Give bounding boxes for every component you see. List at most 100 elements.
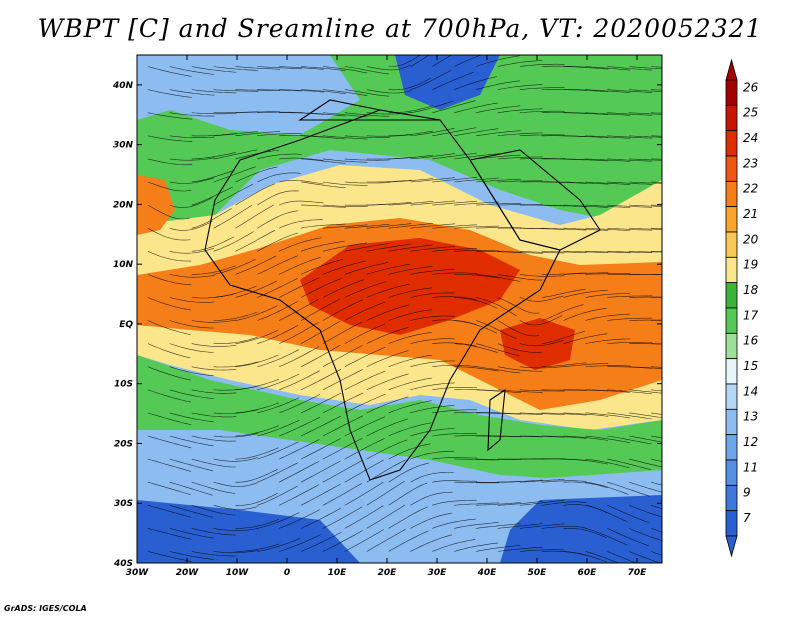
streamline bbox=[410, 223, 456, 229]
streamline bbox=[191, 366, 237, 371]
streamline bbox=[410, 405, 455, 414]
coastline-arabia bbox=[469, 149, 601, 251]
streamline bbox=[607, 181, 653, 185]
wbpt-cold-south-west bbox=[137, 500, 360, 563]
streamline bbox=[476, 545, 521, 552]
streamline bbox=[541, 204, 587, 208]
streamline bbox=[432, 127, 477, 137]
streamline bbox=[410, 100, 454, 113]
streamline bbox=[497, 60, 543, 67]
streamline bbox=[629, 551, 662, 563]
streamline bbox=[235, 183, 275, 206]
streamline bbox=[191, 186, 233, 206]
streamline bbox=[213, 204, 253, 229]
streamline bbox=[322, 392, 364, 414]
streamline bbox=[410, 269, 455, 275]
streamline bbox=[651, 320, 662, 321]
streamline bbox=[300, 278, 342, 298]
streamline bbox=[147, 481, 191, 496]
streamline bbox=[519, 315, 563, 326]
streamline bbox=[344, 243, 389, 252]
streamline bbox=[410, 177, 456, 183]
streamline bbox=[563, 551, 608, 563]
streamline bbox=[366, 350, 409, 367]
streamline bbox=[344, 89, 390, 97]
streamline bbox=[169, 297, 215, 303]
streamline bbox=[629, 505, 662, 518]
streamline bbox=[322, 181, 368, 186]
streamline bbox=[541, 480, 587, 483]
streamline bbox=[191, 458, 236, 468]
streamline bbox=[235, 280, 278, 298]
streamline bbox=[169, 320, 214, 329]
colorbar-segment bbox=[725, 434, 738, 461]
streamline bbox=[344, 481, 384, 506]
streamline bbox=[257, 373, 300, 391]
streamline bbox=[169, 220, 213, 231]
streamline bbox=[300, 344, 341, 367]
streamline bbox=[607, 366, 653, 369]
streamline bbox=[497, 523, 543, 529]
streamline bbox=[301, 223, 346, 229]
streamline bbox=[410, 534, 452, 552]
map-frame bbox=[136, 54, 663, 564]
lat-tick-label: 20S bbox=[114, 439, 133, 449]
streamline bbox=[235, 425, 279, 437]
streamline bbox=[454, 250, 500, 252]
streamline bbox=[322, 506, 363, 529]
streamline bbox=[541, 389, 587, 391]
streamline bbox=[191, 152, 237, 160]
streamline bbox=[410, 292, 455, 298]
streamline bbox=[454, 177, 499, 183]
streamline bbox=[541, 362, 587, 367]
streamline bbox=[213, 89, 259, 92]
streamline bbox=[344, 158, 390, 161]
streamline bbox=[629, 458, 662, 468]
streamline bbox=[497, 501, 543, 506]
streamline bbox=[147, 528, 192, 540]
streamline bbox=[257, 397, 300, 414]
streamline bbox=[497, 343, 542, 353]
streamline bbox=[519, 549, 565, 552]
streamline bbox=[629, 481, 662, 493]
streamline bbox=[629, 251, 662, 253]
streamline bbox=[519, 389, 565, 392]
streamline bbox=[169, 135, 215, 138]
streamline bbox=[322, 279, 365, 298]
streamline bbox=[497, 366, 543, 372]
streamline bbox=[432, 224, 478, 229]
streamline bbox=[432, 457, 478, 460]
streamline bbox=[147, 251, 192, 262]
streamline bbox=[169, 66, 214, 75]
streamline bbox=[432, 296, 477, 301]
streamline bbox=[213, 528, 259, 532]
streamline bbox=[366, 263, 411, 275]
streamline bbox=[410, 315, 455, 321]
streamline bbox=[519, 251, 565, 254]
lon-tick-label: 30W bbox=[126, 568, 150, 578]
lat-tick-label: 40N bbox=[112, 81, 134, 91]
streamline bbox=[235, 255, 277, 275]
streamline bbox=[388, 462, 429, 483]
streamline bbox=[454, 481, 499, 484]
streamline bbox=[366, 327, 409, 344]
streamline bbox=[388, 178, 434, 183]
streamline bbox=[322, 437, 363, 460]
streamline bbox=[497, 180, 543, 183]
wbpt-field bbox=[137, 55, 662, 563]
streamline bbox=[322, 242, 367, 252]
streamline bbox=[279, 237, 322, 252]
streamline bbox=[476, 502, 521, 506]
streamline bbox=[257, 89, 303, 92]
streamline bbox=[585, 412, 631, 419]
streamline bbox=[607, 251, 653, 253]
streamline bbox=[213, 311, 258, 321]
streamline bbox=[410, 338, 455, 344]
streamline bbox=[322, 135, 368, 140]
streamline bbox=[410, 153, 455, 160]
coastline-africa bbox=[204, 109, 561, 481]
lon-tick-label: 30E bbox=[428, 568, 448, 578]
streamline bbox=[213, 183, 254, 206]
streamline bbox=[169, 481, 213, 496]
streamline bbox=[300, 240, 345, 252]
